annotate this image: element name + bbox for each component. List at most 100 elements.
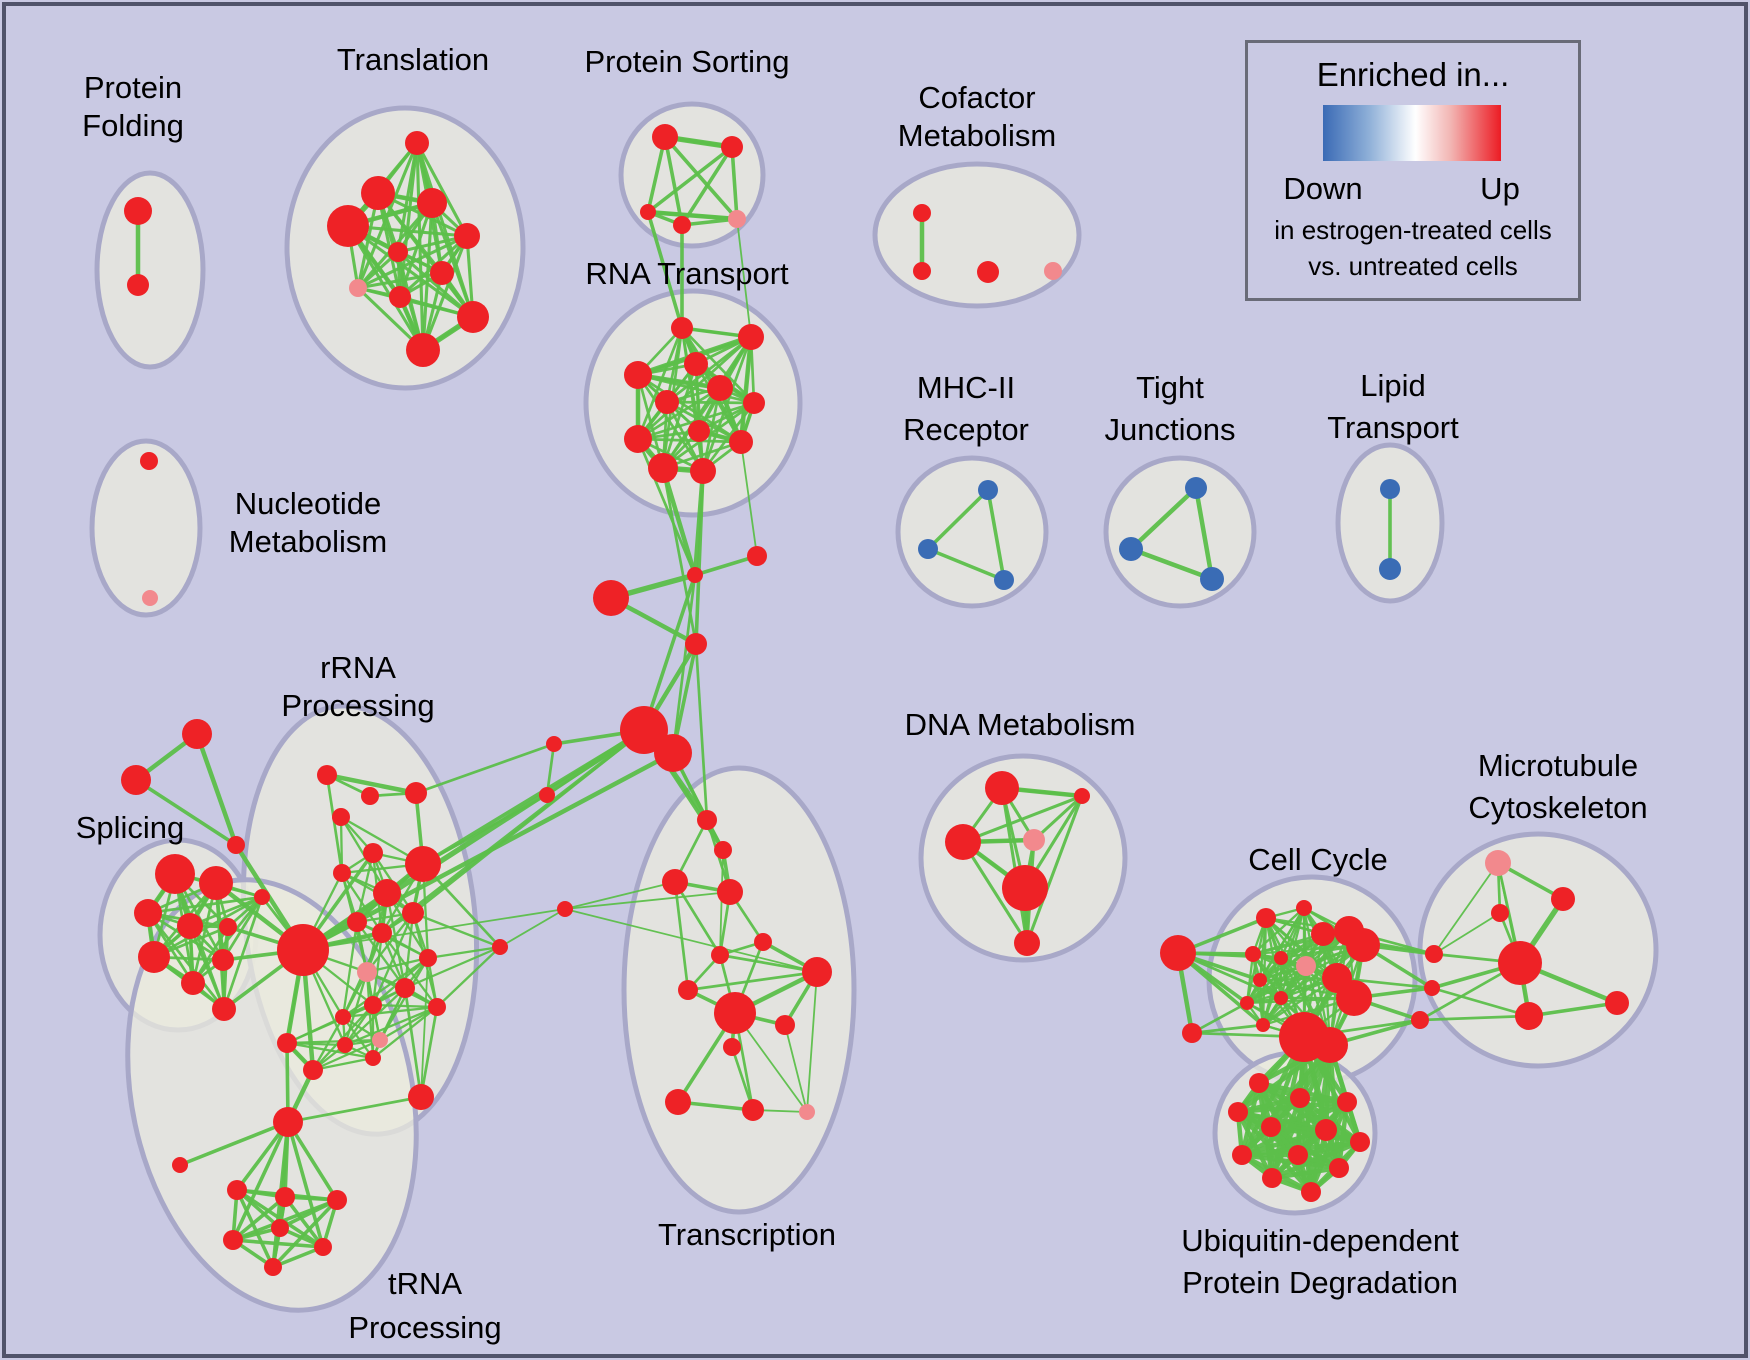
node-red-135 [1337,1092,1357,1112]
legend-subtitle-line1: in estrogen-treated cells [1274,215,1552,245]
node-red-18 [671,317,693,339]
cluster-label-cofactor-metabolism-line2: Metabolism [898,118,1057,153]
node-red-78 [172,1157,188,1173]
edge-14-16 [680,145,734,227]
node-red-98 [742,1099,764,1121]
cluster-label-nucleotide-metabolism-line2: Metabolism [229,524,388,559]
node-red-49 [212,949,234,971]
edge-81-85 [278,1198,339,1230]
node-red-50 [212,997,236,1021]
cluster-label-rna-transport-line1: RNA Transport [585,256,789,291]
edge-87-90 [719,849,724,956]
edge-7-11 [396,250,475,319]
node-red-30 [687,567,703,583]
edge-69-73 [311,1038,382,1072]
edge-112-118 [1258,929,1351,982]
node-red-25 [688,420,710,442]
node-red-142 [1329,1158,1349,1178]
cluster-label-transcription-line1: Transcription [658,1217,836,1252]
edge-124-127 [1433,862,1499,955]
edge-6-9 [356,234,469,290]
node-red-105 [1014,930,1040,956]
legend-title: Enriched in... [1316,56,1510,93]
edge-96-98 [730,1045,755,1112]
edge-19-26 [738,334,754,445]
node-red-86 [697,810,717,830]
node-red-21 [624,361,652,389]
edge-68-74 [419,1005,439,1099]
edge-61-65 [355,920,407,990]
node-red-88 [662,869,688,895]
node-blue-150 [1200,567,1224,591]
node-red-100 [985,771,1019,805]
node-pink-158 [142,590,158,606]
edge-101-102 [961,794,1084,844]
node-red-63 [419,949,437,967]
cluster-label-cofactor-metabolism-line1: Cofactor [918,80,1035,115]
cluster-label-cell-cycle-line1: Cell Cycle [1248,842,1388,877]
edge-55-75 [302,908,566,951]
edge-106-116 [1176,951,1265,1027]
node-red-104 [1002,865,1048,911]
node-red-155 [977,261,999,283]
node-red-23 [655,390,679,414]
node-red-12 [406,333,440,367]
edge-109-110 [1251,906,1306,956]
edge-131-132 [1527,1001,1619,1018]
node-red-108 [1256,908,1276,928]
edge-124-129 [1433,912,1501,955]
cluster-label-mhc-ii-receptor-line2: Receptor [903,412,1029,447]
edge-2-6 [415,141,469,238]
node-red-96 [723,1038,741,1056]
node-red-89 [717,879,743,905]
node-red-67 [335,1009,351,1025]
edge-79-84 [235,1188,275,1269]
edge-34-60 [411,728,646,915]
node-red-1 [127,274,149,296]
edge-23-24 [665,400,756,405]
legend-subtitle-line2: vs. untreated cells [1308,251,1518,281]
node-red-83 [314,1238,332,1256]
edge-106-115 [1176,951,1283,1000]
node-red-6 [454,223,480,249]
node-red-39 [361,787,379,805]
node-red-109 [1296,900,1312,916]
node-blue-152 [1379,558,1401,580]
legend-gradient-bar [1323,105,1501,161]
edge-77-78 [178,1120,290,1167]
cluster-label-mhc-ii-receptor-line1: MHC-II [917,370,1015,405]
edge-65-74 [403,986,423,1099]
node-red-24 [743,392,765,414]
node-red-80 [275,1187,295,1207]
cluster-label-splicing-line1: Splicing [76,810,185,845]
node-pink-156 [1044,262,1062,280]
node-red-62 [372,923,392,943]
node-red-40 [405,782,427,804]
edge-67-71 [341,1015,375,1060]
edge-68-71 [371,1005,439,1060]
node-red-60 [402,902,424,924]
node-red-20 [684,352,708,376]
edge-14-15 [646,145,734,214]
edge-68-76 [435,945,502,1009]
edge-8-9 [356,271,444,290]
edge-30-31 [693,554,759,577]
edge-13-16 [663,135,684,227]
node-red-140 [1232,1145,1252,1165]
edge-15-17 [645,209,740,222]
legend-up-label: Up [1480,171,1520,206]
edge-146-147 [926,547,1006,582]
edge-88-90 [673,880,722,957]
node-red-76 [492,939,508,955]
edge-126-131 [1418,1014,1531,1022]
node-red-10 [389,286,411,308]
cluster-label-lipid-transport-line2: Transport [1327,410,1459,445]
edge-145-146 [926,488,990,551]
node-red-119 [1346,928,1380,962]
edge-71-73 [311,1056,375,1072]
cluster-label-tight-junctions-line2: Junctions [1105,412,1236,447]
cluster-label-dna-metabolism-line1: DNA Metabolism [905,707,1136,742]
node-red-73 [303,1060,323,1080]
node-pink-103 [1023,829,1045,851]
